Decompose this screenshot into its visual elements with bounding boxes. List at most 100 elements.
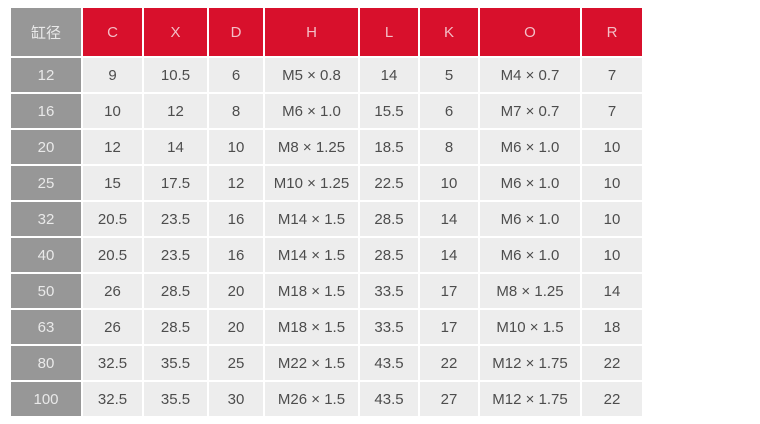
table-cell: 14 xyxy=(420,238,478,272)
table-cell: 16 xyxy=(209,202,263,236)
table-cell: 7 xyxy=(582,58,642,92)
table-cell: M14 × 1.5 xyxy=(265,238,358,272)
table-cell: 8 xyxy=(420,130,478,164)
table-cell: 10 xyxy=(83,94,142,128)
table-cell: 32.5 xyxy=(83,382,142,416)
table-cell: 10 xyxy=(582,238,642,272)
table-cell: 28.5 xyxy=(144,274,207,308)
table-cell: M12 × 1.75 xyxy=(480,382,580,416)
table-cell: 5 xyxy=(420,58,478,92)
table-cell: M6 × 1.0 xyxy=(480,238,580,272)
table-cell: M10 × 1.25 xyxy=(265,166,358,200)
table-cell: 22.5 xyxy=(360,166,418,200)
table-cell: 18 xyxy=(582,310,642,344)
table-row: 100 32.5 35.5 30 M26 × 1.5 43.5 27 M12 ×… xyxy=(11,382,642,416)
table-cell: 33.5 xyxy=(360,274,418,308)
spec-table: 缸径 C X D H L K O R 12 9 10.5 6 M5 × 0.8 … xyxy=(9,6,644,418)
row-header-cell: 63 xyxy=(11,310,81,344)
row-header-cell: 32 xyxy=(11,202,81,236)
table-cell: 9 xyxy=(83,58,142,92)
table-cell: 10 xyxy=(582,202,642,236)
table-cell: 8 xyxy=(209,94,263,128)
table-cell: 6 xyxy=(209,58,263,92)
table-cell: 10 xyxy=(582,166,642,200)
column-header-r: R xyxy=(582,8,642,56)
table-cell: M18 × 1.5 xyxy=(265,274,358,308)
table-cell: 14 xyxy=(582,274,642,308)
table-cell: 18.5 xyxy=(360,130,418,164)
table-cell: M5 × 0.8 xyxy=(265,58,358,92)
table-cell: M7 × 0.7 xyxy=(480,94,580,128)
table-cell: 43.5 xyxy=(360,382,418,416)
table-cell: 43.5 xyxy=(360,346,418,380)
table-cell: 16 xyxy=(209,238,263,272)
table-cell: 28.5 xyxy=(144,310,207,344)
row-header-cell: 16 xyxy=(11,94,81,128)
table-cell: 28.5 xyxy=(360,238,418,272)
table-row: 80 32.5 35.5 25 M22 × 1.5 43.5 22 M12 × … xyxy=(11,346,642,380)
table-cell: 6 xyxy=(420,94,478,128)
table-cell: 20.5 xyxy=(83,238,142,272)
table-cell: 17 xyxy=(420,274,478,308)
table-cell: 7 xyxy=(582,94,642,128)
column-header-o: O xyxy=(480,8,580,56)
table-row: 12 9 10.5 6 M5 × 0.8 14 5 M4 × 0.7 7 xyxy=(11,58,642,92)
column-header-x: X xyxy=(144,8,207,56)
table-cell: M22 × 1.5 xyxy=(265,346,358,380)
table-cell: 22 xyxy=(582,346,642,380)
column-header-l: L xyxy=(360,8,418,56)
table-cell: 26 xyxy=(83,274,142,308)
table-cell: M14 × 1.5 xyxy=(265,202,358,236)
table-cell: 15 xyxy=(83,166,142,200)
table-cell: 25 xyxy=(209,346,263,380)
table-cell: 14 xyxy=(360,58,418,92)
table-cell: 26 xyxy=(83,310,142,344)
table-cell: 14 xyxy=(144,130,207,164)
table-cell: 15.5 xyxy=(360,94,418,128)
table-row: 63 26 28.5 20 M18 × 1.5 33.5 17 M10 × 1.… xyxy=(11,310,642,344)
header-row: 缸径 C X D H L K O R xyxy=(11,8,642,56)
column-header-k: K xyxy=(420,8,478,56)
table-cell: 17.5 xyxy=(144,166,207,200)
row-header-cell: 20 xyxy=(11,130,81,164)
column-header-d: D xyxy=(209,8,263,56)
table-cell: 35.5 xyxy=(144,382,207,416)
table-row: 20 12 14 10 M8 × 1.25 18.5 8 M6 × 1.0 10 xyxy=(11,130,642,164)
table-cell: 22 xyxy=(420,346,478,380)
column-header-c: C xyxy=(83,8,142,56)
table-cell: M6 × 1.0 xyxy=(265,94,358,128)
table-cell: M6 × 1.0 xyxy=(480,166,580,200)
table-cell: 35.5 xyxy=(144,346,207,380)
table-cell: M6 × 1.0 xyxy=(480,202,580,236)
table-cell: 10 xyxy=(582,130,642,164)
table-cell: 10 xyxy=(209,130,263,164)
table-row: 50 26 28.5 20 M18 × 1.5 33.5 17 M8 × 1.2… xyxy=(11,274,642,308)
table-cell: 22 xyxy=(582,382,642,416)
table-cell: M12 × 1.75 xyxy=(480,346,580,380)
table-cell: 23.5 xyxy=(144,202,207,236)
table-cell: M18 × 1.5 xyxy=(265,310,358,344)
table-cell: 12 xyxy=(83,130,142,164)
table-cell: 12 xyxy=(144,94,207,128)
table-cell: 10 xyxy=(420,166,478,200)
row-header-cell: 40 xyxy=(11,238,81,272)
row-header-cell: 12 xyxy=(11,58,81,92)
table-cell: M8 × 1.25 xyxy=(480,274,580,308)
table-cell: 17 xyxy=(420,310,478,344)
table-cell: 33.5 xyxy=(360,310,418,344)
table-cell: M26 × 1.5 xyxy=(265,382,358,416)
table-row: 25 15 17.5 12 M10 × 1.25 22.5 10 M6 × 1.… xyxy=(11,166,642,200)
table-cell: M6 × 1.0 xyxy=(480,130,580,164)
table-cell: 20 xyxy=(209,274,263,308)
column-header-h: H xyxy=(265,8,358,56)
table-cell: 30 xyxy=(209,382,263,416)
row-header-cell: 25 xyxy=(11,166,81,200)
row-header-cell: 80 xyxy=(11,346,81,380)
column-header-bore: 缸径 xyxy=(11,8,81,56)
table-cell: M4 × 0.7 xyxy=(480,58,580,92)
table-cell: 32.5 xyxy=(83,346,142,380)
table-cell: 12 xyxy=(209,166,263,200)
table-cell: 14 xyxy=(420,202,478,236)
table-cell: M8 × 1.25 xyxy=(265,130,358,164)
table-cell: 10.5 xyxy=(144,58,207,92)
